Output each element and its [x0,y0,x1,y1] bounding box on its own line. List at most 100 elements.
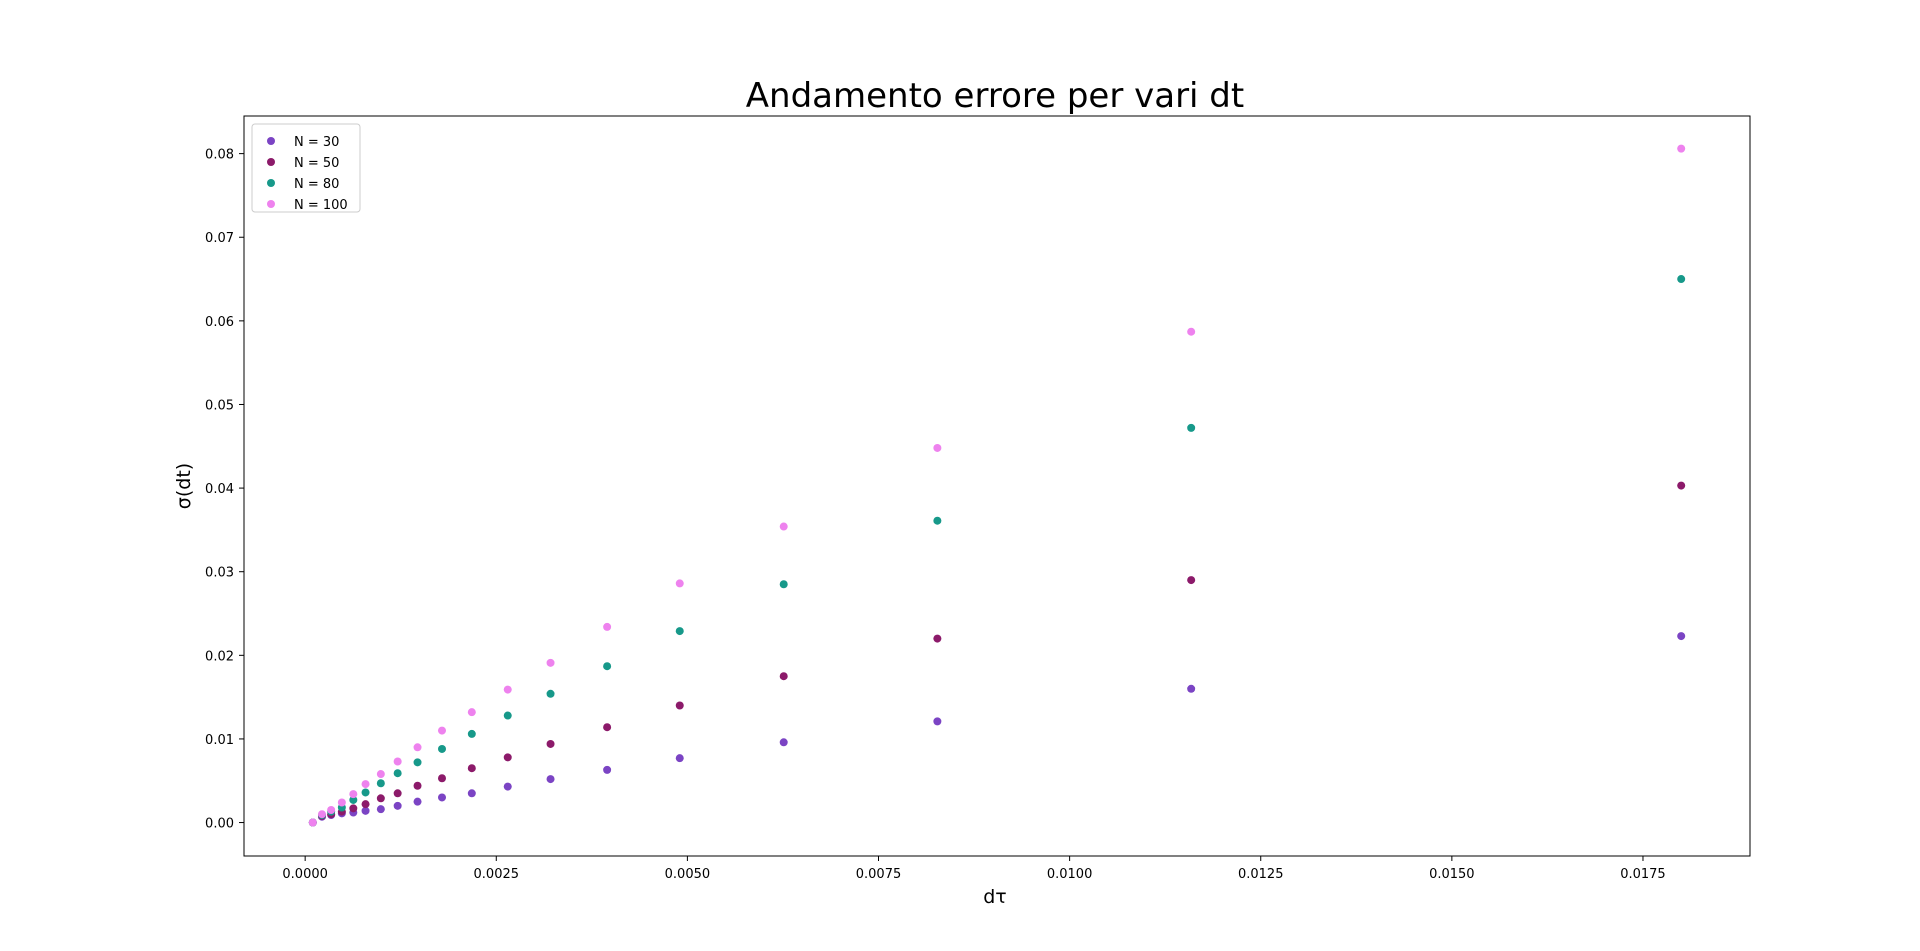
data-point [393,757,402,766]
data-point [603,765,612,774]
data-point [361,800,370,809]
data-point [467,708,476,717]
data-point [1677,275,1686,284]
data-point [779,672,788,681]
data-point [361,806,370,815]
data-point [1187,576,1196,585]
y-tick-label: 0.07 [205,231,234,246]
x-axis: 0.0000 0.0025 0.0050 0.0075 0.0100 0.0125 0.01… [282,856,1666,882]
data-point [1677,144,1686,153]
data-point [393,801,402,810]
legend-label: N = 80 [294,177,339,192]
data-point [437,744,446,753]
data-point [467,764,476,773]
data-point [933,634,942,643]
data-point [413,758,422,767]
y-axis: 0.00 0.01 0.02 0.03 0.04 0.05 0.06 0.07 0.08 [205,148,244,832]
data-point [437,726,446,735]
legend-label: N = 30 [294,135,339,150]
data-point [603,723,612,732]
data-point [1677,632,1686,641]
data-point [503,711,512,720]
data-point [437,793,446,802]
y-tick-label: 0.06 [205,315,234,330]
data-point [933,717,942,726]
data-point [503,753,512,762]
data-point [376,779,385,788]
series-4 [308,144,1686,827]
data-point [779,580,788,589]
x-tick-label: 0.0150 [1429,867,1475,882]
data-point [413,781,422,790]
data-point [546,658,555,667]
data-point [1187,327,1196,336]
data-point [933,443,942,452]
data-point [349,795,358,804]
data-point [546,775,555,784]
x-tick-label: 0.0025 [474,867,520,882]
data-point [327,806,336,815]
legend-label: N = 100 [294,198,348,213]
data-point [779,522,788,531]
x-tick-label: 0.0100 [1047,867,1093,882]
legend-marker [267,137,275,145]
data-point [349,790,358,799]
data-point [546,739,555,748]
x-axis-title: dτ [983,886,1007,908]
data-point [413,743,422,752]
data-point [1187,684,1196,693]
x-tick-label: 0.0175 [1620,867,1666,882]
data-points [308,144,1686,827]
series-3 [308,275,1686,827]
data-point [779,738,788,747]
data-point [503,685,512,694]
x-tick-label: 0.0000 [282,867,328,882]
data-point [467,729,476,738]
y-tick-label: 0.04 [205,482,234,497]
y-tick-label: 0.01 [205,733,234,748]
data-point [393,769,402,778]
data-point [546,689,555,698]
data-point [337,798,346,807]
data-point [349,804,358,813]
legend-marker [267,179,275,187]
data-point [675,701,684,710]
data-point [503,782,512,791]
data-point [413,797,422,806]
data-point [393,789,402,798]
data-point [361,788,370,797]
plot-area [243,115,1751,857]
y-axis-title: σ(dt) [173,463,195,509]
data-point [376,794,385,803]
y-tick-label: 0.03 [205,566,234,581]
data-point [933,516,942,525]
x-tick-label: 0.0075 [856,867,902,882]
data-point [675,754,684,763]
data-point [317,810,326,819]
data-point [467,789,476,798]
legend-box [251,123,361,213]
data-point [675,579,684,588]
data-point [1187,423,1196,432]
legend-marker [267,158,275,166]
data-point [376,770,385,779]
data-point [1677,481,1686,490]
data-point [376,805,385,814]
y-tick-label: 0.02 [205,649,234,664]
x-tick-label: 0.0125 [1238,867,1284,882]
y-tick-label: 0.05 [205,398,234,413]
data-point [603,622,612,631]
chart-title: Andamento errore per vari dt [746,76,1244,116]
data-point [675,627,684,636]
data-point [308,818,317,827]
y-tick-label: 0.08 [205,148,234,163]
legend-label: N = 50 [294,156,339,171]
data-point [361,780,370,789]
legend: N = 30 N = 50 N = 80 N = 100 [251,123,361,213]
legend-marker [267,200,275,208]
y-tick-label: 0.00 [205,817,234,832]
data-point [603,662,612,671]
data-point [437,774,446,783]
x-tick-label: 0.0050 [665,867,711,882]
